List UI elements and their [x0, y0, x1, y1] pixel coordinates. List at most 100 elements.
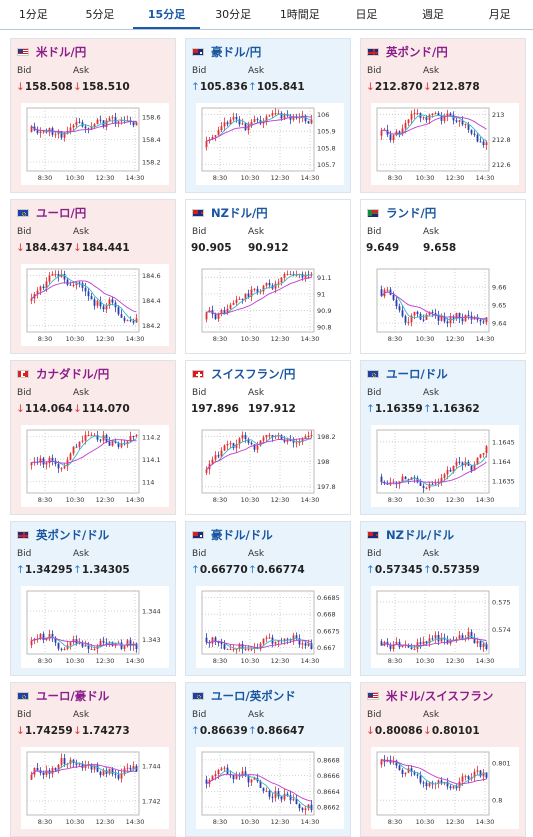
pair-name[interactable]: 米ドル/円 — [36, 45, 87, 59]
pair-title[interactable]: ユーロ/豪ドル — [17, 689, 109, 703]
rate-card[interactable]: カナダドル/円 Bid Ask ↓114.064 ↓114.070 114.2 114.1 1… — [10, 360, 176, 515]
pair-name[interactable]: ランド/円 — [386, 206, 437, 220]
candle — [389, 130, 392, 143]
pair-name[interactable]: NZドル/円 — [211, 206, 268, 220]
ask-value: ↑1.16362 — [423, 403, 480, 415]
pair-name[interactable]: 英ポンド/円 — [386, 45, 448, 59]
tab-5[interactable]: 日足 — [355, 8, 378, 21]
ma-long-line — [206, 639, 312, 649]
candle — [36, 287, 39, 299]
rate-card[interactable]: NZドル/円 Bid Ask 90.905 90.912 91.1 91 90.9 90.8 8:… — [185, 199, 351, 354]
pair-title[interactable]: 米ドル/スイスフラン — [367, 689, 493, 703]
rate-card[interactable]: 豪ドル/ドル Bid Ask ↑0.66770 ↑0.66774 0.6685 0.668 0… — [185, 521, 351, 676]
pair-title[interactable]: 英ポンド/ドル — [17, 528, 109, 542]
candle — [268, 789, 271, 800]
tab-6[interactable]: 週足 — [422, 8, 445, 21]
tab-3[interactable]: 30分足 — [215, 8, 252, 21]
price-chart[interactable]: 1.344 1.343 8:30 10:30 12:30 14:30 — [21, 586, 169, 668]
pair-name[interactable]: 豪ドル/円 — [211, 45, 262, 59]
ma-long-line — [31, 439, 137, 464]
pair-name[interactable]: 豪ドル/ドル — [211, 528, 273, 542]
pair-title[interactable]: カナダドル/円 — [17, 367, 109, 381]
price-chart[interactable]: 198.2 198 197.8 8:30 10:30 12:30 14:30 — [196, 425, 344, 507]
rate-card[interactable]: 米ドル/円 Bid Ask ↓158.508 ↓158.510 158.6 158.4 158… — [10, 38, 176, 193]
ma-long-line — [381, 461, 487, 484]
price-chart[interactable]: 1.744 1.742 8:30 10:30 12:30 14:30 — [21, 747, 169, 829]
price-chart[interactable]: 213 212.8 212.6 8:30 10:30 12:30 14:30 — [371, 103, 519, 185]
pair-title[interactable]: NZドル/円 — [192, 206, 268, 220]
rate-card[interactable]: NZドル/ドル Bid Ask ↑0.57345 ↑0.57359 0.575 0.574 8… — [360, 521, 526, 676]
rate-card[interactable]: ユーロ/英ポンド Bid Ask ↑0.86639 ↑0.86647 0.8668 0.86… — [185, 682, 351, 837]
pair-name[interactable]: スイスフラン/円 — [211, 367, 296, 381]
pair-name[interactable]: ユーロ/英ポンド — [211, 689, 296, 703]
price-chart[interactable]: 9.66 9.65 9.64 8:30 10:30 12:30 14:30 — [371, 264, 519, 346]
candle — [274, 108, 277, 116]
rate-card[interactable]: ユーロ/円 Bid Ask ↓184.437 ↓184.441 184.6 184.4 184… — [10, 199, 176, 354]
tab-0[interactable]: 1分足 — [18, 8, 48, 21]
candle — [464, 123, 467, 129]
rate-card[interactable]: スイスフラン/円 Bid Ask 197.896 197.912 198.2 198 197.… — [185, 360, 351, 515]
price-chart[interactable]: 91.1 91 90.9 90.8 8:30 10:30 12:30 14:30 — [196, 264, 344, 346]
candle — [81, 640, 84, 649]
pair-title[interactable]: 英ポンド/円 — [367, 45, 448, 59]
pair-title[interactable]: ユーロ/ドル — [367, 367, 448, 381]
rate-card[interactable]: 米ドル/スイスフラン Bid Ask ↓0.80086 ↓0.80101 0.801 0.8… — [360, 682, 526, 837]
x-tick-label: 14:30 — [476, 174, 495, 182]
pair-name[interactable]: ユーロ/ドル — [386, 367, 448, 381]
candle — [30, 293, 33, 305]
pair-name[interactable]: カナダドル/円 — [36, 367, 110, 381]
rate-card[interactable]: ランド/円 Bid Ask 9.649 9.658 9.66 9.65 9.64 8:30 10:… — [360, 199, 526, 354]
candle — [295, 270, 298, 277]
candle — [247, 437, 250, 445]
candle — [268, 279, 271, 289]
rate-card[interactable]: 英ポンド/円 Bid Ask ↓212.870 ↓212.878 213 212.8 212.… — [360, 38, 526, 193]
pair-title[interactable]: ユーロ/英ポンド — [192, 689, 296, 703]
price-chart[interactable]: 158.6 158.4 158.2 8:30 10:30 12:30 14:30 — [21, 103, 169, 185]
price-chart[interactable]: 106 105.9 105.8 105.7 8:30 10:30 12:30 14:30 — [196, 103, 344, 185]
pair-title[interactable]: 豪ドル/円 — [192, 45, 261, 59]
price-chart[interactable]: 0.801 0.8 8:30 10:30 12:30 14:30 — [371, 747, 519, 829]
candle — [274, 786, 277, 802]
pair-title[interactable]: 米ドル/円 — [17, 45, 86, 59]
price-chart[interactable]: 184.6 184.4 184.2 8:30 10:30 12:30 14:30 — [21, 264, 169, 346]
bid-value: 197.896 — [191, 403, 239, 415]
price-chart[interactable]: 0.8668 0.8666 0.8664 0.8662 8:30 10:30 12:30 14… — [196, 747, 344, 829]
pair-name[interactable]: 英ポンド/ドル — [36, 528, 110, 542]
x-tick-label: 14:30 — [476, 818, 495, 826]
candle — [413, 108, 416, 119]
price-chart[interactable]: 1.1645 1.164 1.1635 8:30 10:30 12:30 14:30 — [371, 425, 519, 507]
rate-card[interactable]: ユーロ/豪ドル Bid Ask ↓1.74259 ↓1.74273 1.744 1.742 8… — [10, 682, 176, 837]
pair-title[interactable]: 豪ドル/ドル — [192, 528, 273, 542]
candle — [310, 114, 313, 125]
price-chart[interactable]: 0.6685 0.668 0.6675 0.667 8:30 10:30 12:30 14:3… — [196, 586, 344, 668]
pair-name[interactable]: NZドル/ドル — [386, 528, 455, 542]
rate-card[interactable]: 英ポンド/ドル Bid Ask ↑1.34295 ↑1.34305 1.344 1.343 8… — [10, 521, 176, 676]
price-chart[interactable]: 0.575 0.574 8:30 10:30 12:30 14:30 — [371, 586, 519, 668]
pair-title[interactable]: スイスフラン/円 — [192, 367, 295, 381]
ma-long-line — [31, 120, 137, 133]
candle — [129, 316, 132, 323]
pair-name[interactable]: 米ドル/スイスフラン — [386, 689, 494, 703]
candle — [479, 318, 482, 326]
candle — [241, 640, 244, 654]
tab-2[interactable]: 15分足 — [133, 0, 200, 29]
pair-name[interactable]: ユーロ/円 — [36, 206, 87, 220]
y-tick-label: 0.8 — [492, 797, 502, 805]
candle — [446, 109, 449, 121]
candle — [473, 768, 476, 782]
tab-1[interactable]: 5分足 — [85, 8, 115, 21]
tab-7[interactable]: 月足 — [488, 8, 511, 21]
tab-4[interactable]: 1時間足 — [279, 8, 320, 21]
candle — [30, 771, 33, 780]
pair-title[interactable]: ユーロ/円 — [17, 206, 86, 220]
bid-value: ↓114.064 — [16, 403, 73, 415]
pair-title[interactable]: NZドル/ドル — [367, 528, 454, 542]
x-tick-label: 8:30 — [38, 657, 53, 665]
price-chart[interactable]: 114.2 114.1 114 8:30 10:30 12:30 14:30 — [21, 425, 169, 507]
rate-card[interactable]: 豪ドル/円 Bid Ask ↑105.836 ↑105.841 106 105.9 105.8… — [185, 38, 351, 193]
pair-name[interactable]: ユーロ/豪ドル — [36, 689, 110, 703]
x-tick-label: 12:30 — [271, 496, 290, 504]
candle — [304, 806, 307, 815]
pair-title[interactable]: ランド/円 — [367, 206, 436, 220]
rate-card[interactable]: ユーロ/ドル Bid Ask ↑1.16359 ↑1.16362 1.1645 1.164 1… — [360, 360, 526, 515]
